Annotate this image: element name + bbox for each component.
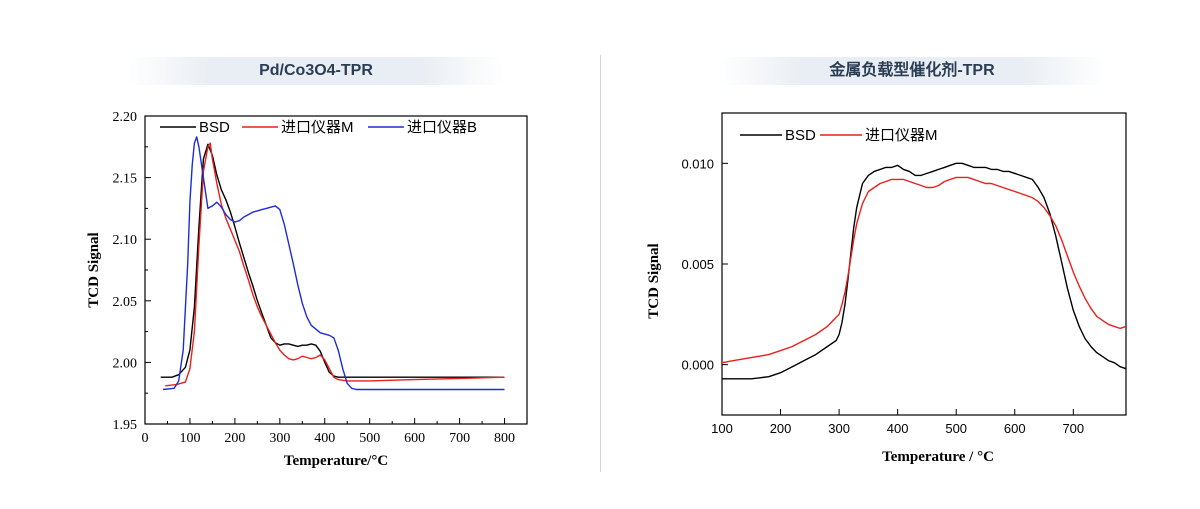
right-panel-title: 金属负载型催化剂-TPR	[718, 57, 1106, 85]
left-series-line-0	[160, 143, 505, 378]
left-x-ticks: 0 100 200 300 400 500 600 700 800	[142, 418, 515, 446]
left-y-ticks: 1.95 2.00 2.05 2.10 2.15 2.20	[113, 110, 151, 433]
right-x-ticks: 100 200 300 400 500 600 700	[711, 409, 1084, 436]
left-y-tick-label: 2.00	[113, 356, 138, 371]
right-chart: 100 200 300 400 500 600 700 0.000 0.005 0.010 BS…	[646, 112, 1127, 465]
left-series-line-2	[162, 136, 505, 391]
left-x-tick-label: 0	[142, 431, 149, 446]
right-x-axis-label: Temperature / °C	[882, 449, 994, 465]
right-y-axis-label: TCD Signal	[646, 243, 662, 318]
left-series-group	[160, 136, 505, 391]
right-plot-frame	[721, 112, 1127, 416]
left-y-tick-label: 2.15	[113, 172, 138, 187]
left-panel-title: Pd/Co3O4-TPR	[128, 57, 504, 85]
left-chart: 0 100 200 300 400 500 600 700 800 1.95 2.00 2.05 2.…	[86, 110, 528, 469]
left-x-tick-label: 100	[179, 431, 200, 446]
right-series-line-1	[721, 176, 1127, 364]
right-y-tick-label: 0.005	[681, 257, 714, 272]
right-y-ticks: 0.000 0.005 0.010	[681, 156, 728, 373]
left-x-tick-label: 300	[269, 431, 290, 446]
right-legend: BSD 进口仪器M	[740, 127, 938, 144]
left-y-tick-label: 2.05	[113, 295, 138, 310]
left-x-tick-label: 600	[404, 431, 425, 446]
left-x-tick-label: 500	[359, 431, 380, 446]
right-panel: 金属负载型催化剂-TPR 100 200 300 400 500 600 700 0.000…	[600, 0, 1200, 509]
right-series-group	[721, 162, 1127, 380]
right-legend-label: 进口仪器M	[865, 127, 938, 144]
left-y-tick-label: 1.95	[113, 418, 138, 433]
left-x-tick-label: 800	[494, 431, 515, 446]
right-y-tick-label: 0.010	[681, 156, 714, 171]
right-y-tick-label: 0.000	[681, 358, 714, 373]
left-y-axis-label: TCD Signal	[86, 232, 102, 307]
right-x-tick-label: 200	[770, 421, 792, 436]
left-series-line-1	[165, 142, 505, 387]
left-legend-label: BSD	[199, 119, 230, 136]
left-x-tick-label: 700	[449, 431, 470, 446]
right-series-line-0	[722, 162, 1127, 380]
left-x-tick-label: 400	[314, 431, 335, 446]
left-x-axis-label: Temperature/°C	[284, 453, 388, 469]
right-x-tick-label: 600	[1004, 421, 1026, 436]
left-y-tick-label: 2.20	[113, 110, 138, 125]
right-x-tick-label: 300	[828, 421, 850, 436]
right-x-tick-label: 100	[711, 421, 733, 436]
left-legend-label: 进口仪器M	[281, 119, 354, 136]
left-y-tick-label: 2.10	[113, 233, 138, 248]
left-legend: BSD 进口仪器M 进口仪器B	[160, 119, 477, 136]
left-x-tick-label: 200	[224, 431, 245, 446]
left-legend-label: 进口仪器B	[407, 119, 477, 136]
right-x-tick-label: 700	[1062, 421, 1084, 436]
left-panel: Pd/Co3O4-TPR 0 100 200 300 400 500 600 700 800 1…	[86, 57, 528, 469]
right-legend-label: BSD	[785, 127, 816, 144]
right-x-tick-label: 500	[945, 421, 967, 436]
panel-divider	[600, 55, 601, 472]
right-x-tick-label: 400	[887, 421, 909, 436]
